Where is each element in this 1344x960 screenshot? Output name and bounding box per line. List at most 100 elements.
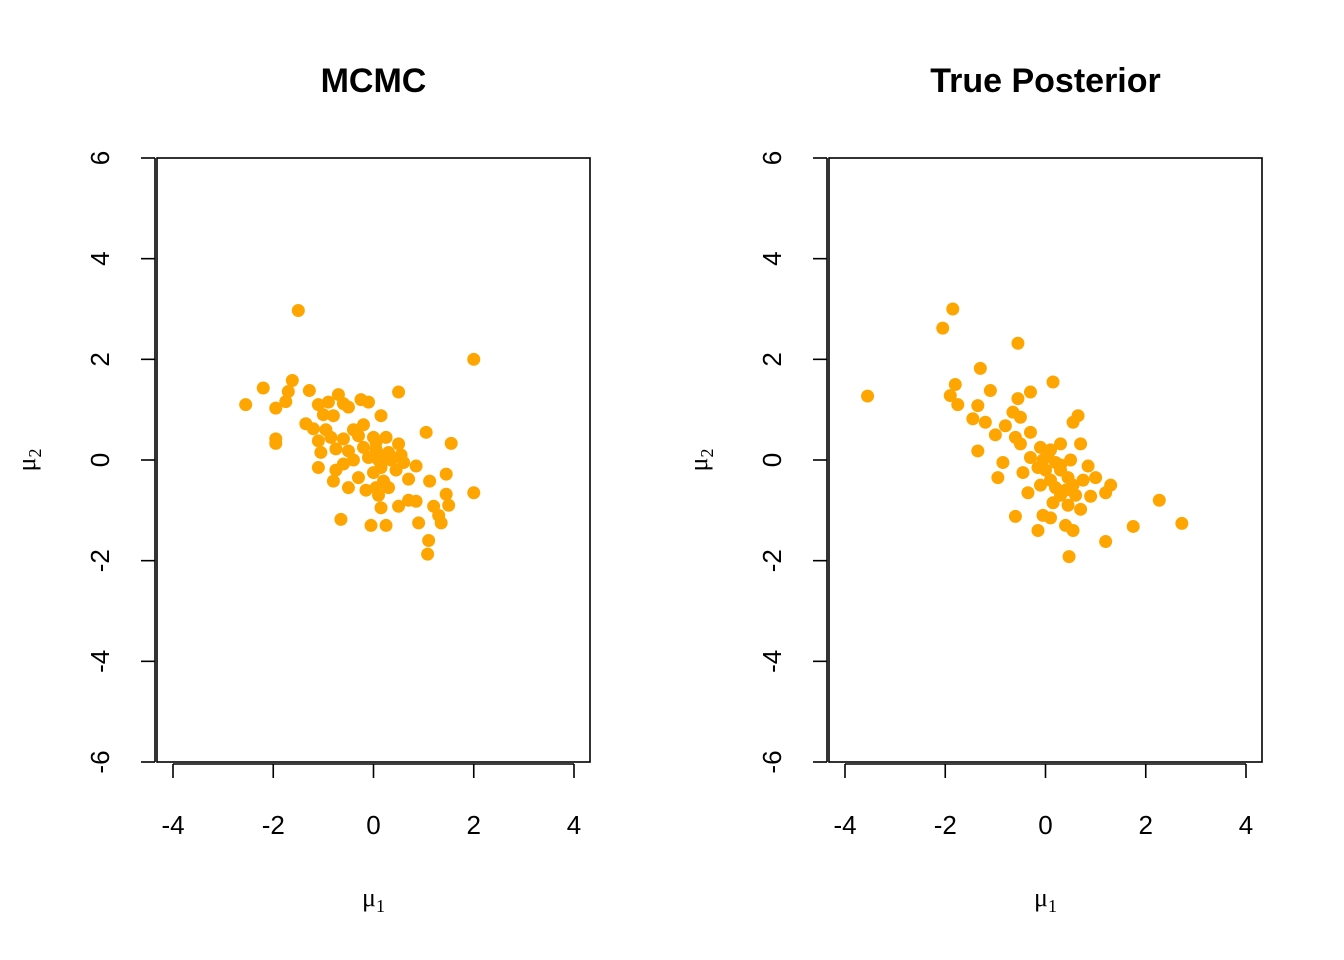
data-point [316, 408, 330, 422]
data-point [1054, 458, 1068, 472]
data-point [1089, 471, 1103, 485]
data-point [971, 399, 985, 413]
data-point [402, 472, 416, 486]
data-point [311, 398, 325, 412]
data-point [1076, 473, 1090, 487]
plot-frame [828, 157, 1263, 763]
data-point [239, 398, 253, 412]
data-point [1062, 550, 1076, 564]
data-point [1069, 488, 1083, 502]
data-point [374, 501, 388, 515]
data-point [1011, 392, 1025, 406]
y-tick-label: 0 [757, 453, 787, 467]
data-point [444, 436, 458, 450]
data-point [341, 481, 355, 495]
y-tick-label: 6 [85, 151, 115, 165]
x-axis: -4 -2 0 2 4 μ1 [833, 763, 1253, 916]
data-point [1031, 461, 1045, 475]
data-point [379, 430, 393, 444]
data-point [302, 384, 316, 398]
data-point [1152, 493, 1166, 507]
x-axis-subscript: 1 [1048, 896, 1057, 916]
y-tick-label: -6 [85, 750, 115, 773]
data-point [1074, 437, 1088, 451]
data-point [951, 398, 965, 412]
data-point [1175, 516, 1189, 530]
data-point [1013, 410, 1027, 424]
x-tick-label: -4 [161, 810, 184, 840]
data-point [374, 409, 388, 423]
data-point [346, 453, 360, 467]
data-point [988, 428, 1002, 442]
data-point [314, 445, 328, 459]
data-point [324, 430, 338, 444]
data-point [973, 361, 987, 375]
data-point [367, 466, 380, 480]
x-tick-label: 0 [1038, 810, 1052, 840]
data-point [948, 378, 962, 391]
data-point [971, 444, 985, 458]
data-point [336, 432, 350, 446]
data-point [1046, 496, 1060, 510]
data-points [861, 302, 1189, 564]
x-axis-symbol: μ [1034, 883, 1048, 912]
data-point [372, 488, 386, 502]
data-point [306, 422, 320, 436]
data-point [996, 456, 1010, 470]
data-point [361, 450, 375, 464]
data-point [281, 385, 295, 399]
y-tick-label: 0 [85, 453, 115, 467]
data-point [1021, 486, 1035, 500]
data-point [1023, 385, 1037, 399]
y-axis-subscript: 2 [697, 449, 717, 458]
data-point [256, 381, 270, 395]
y-axis-label: μ2 [12, 449, 45, 472]
data-point [326, 409, 340, 423]
y-tick-label: 4 [85, 251, 115, 265]
data-point [439, 467, 453, 481]
data-point [1071, 409, 1085, 423]
data-point [422, 534, 436, 548]
x-tick-label: -4 [833, 810, 856, 840]
data-point [991, 471, 1005, 485]
data-point [943, 389, 957, 403]
x-tick-label: 0 [366, 810, 380, 840]
data-point [1023, 450, 1037, 464]
data-point [409, 459, 423, 473]
y-axis-symbol: μ [12, 458, 41, 472]
data-point [1023, 425, 1037, 439]
data-point [326, 474, 340, 488]
x-axis-label: μ1 [1034, 883, 1057, 916]
data-point [311, 461, 325, 475]
data-point [1066, 523, 1080, 537]
data-point [1008, 509, 1022, 523]
x-tick-label: 2 [1139, 810, 1153, 840]
chart-title: True Posterior [930, 62, 1161, 100]
data-point [329, 463, 343, 477]
data-point [269, 401, 283, 415]
data-point [442, 498, 456, 512]
data-point [356, 418, 370, 432]
data-point [356, 440, 370, 454]
data-point [334, 512, 348, 526]
x-tick-label: 4 [1239, 810, 1253, 840]
y-tick-label: -6 [757, 750, 787, 773]
data-point [861, 389, 875, 403]
data-point [1033, 478, 1047, 492]
x-tick-label: -2 [262, 810, 285, 840]
data-point [1059, 483, 1073, 497]
data-point [1044, 511, 1058, 525]
data-points [239, 304, 481, 561]
data-point [364, 518, 378, 532]
data-point [1061, 498, 1075, 512]
data-point [285, 373, 299, 387]
data-point [279, 395, 293, 409]
y-axis-subscript: 2 [25, 449, 45, 458]
data-point [467, 352, 481, 366]
data-point [291, 304, 305, 318]
